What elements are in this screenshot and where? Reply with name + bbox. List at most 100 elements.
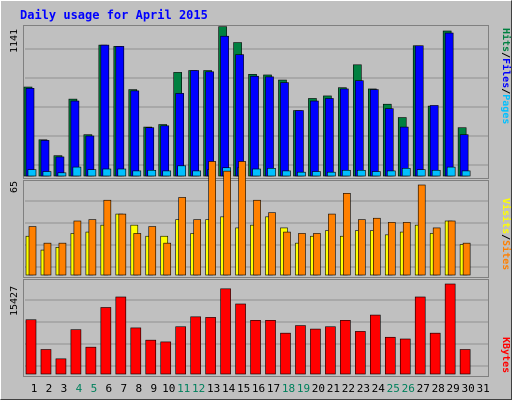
kbytes-bar — [459, 349, 471, 375]
x-axis-day-label: 16 — [252, 382, 265, 395]
sites-bar — [148, 226, 157, 276]
files-bar — [310, 100, 319, 177]
sites-bar — [163, 242, 172, 276]
x-axis-day-label: 3 — [61, 382, 68, 395]
files-bar — [70, 100, 80, 177]
x-axis-day-label: 9 — [150, 382, 157, 395]
visits-panel-max-label: 65 — [9, 181, 20, 193]
sites-bar — [387, 222, 396, 276]
files-bar — [459, 134, 469, 177]
sites-bar — [328, 213, 336, 276]
sites-bar — [462, 242, 471, 276]
x-axis-day-label: 26 — [402, 382, 415, 395]
bars-layer — [23, 26, 488, 375]
kbytes-bar — [115, 296, 127, 375]
kbytes-panel-legend: KBytes — [500, 337, 511, 373]
x-axis-day-label: 21 — [327, 382, 340, 395]
files-bar — [40, 140, 50, 177]
files-bar — [190, 70, 199, 177]
x-axis-day-label: 28 — [432, 382, 445, 395]
files-bar — [100, 44, 110, 177]
kbytes-bar — [70, 329, 82, 375]
sites-bar — [238, 161, 246, 276]
sites-bar — [358, 219, 366, 276]
files-bar — [325, 98, 334, 177]
files-bar — [265, 76, 274, 177]
sites-bar — [133, 233, 142, 276]
sites-bar — [298, 233, 306, 276]
pages-bar — [401, 168, 411, 177]
x-axis-day-label: 31 — [476, 382, 489, 395]
legend-sites-label: Sites — [500, 240, 512, 270]
kbytes-bar — [265, 320, 276, 375]
sites-bar — [43, 242, 52, 276]
files-bar — [25, 88, 35, 177]
pages-bar — [72, 166, 82, 177]
files-bar — [444, 32, 454, 177]
sites-bar — [28, 226, 37, 276]
x-axis-day-label: 4 — [76, 382, 83, 395]
kbytes-bar — [145, 339, 157, 375]
hits-panel-legend: Hits/Files/Pages — [500, 28, 512, 124]
x-axis-day-label: 17 — [267, 382, 280, 395]
files-bar — [205, 71, 214, 177]
legend-separator: / — [500, 88, 511, 94]
x-axis-day-label: 19 — [297, 382, 310, 395]
sites-bar — [178, 197, 186, 276]
kbytes-bar — [235, 303, 246, 375]
legend-pages-label: Pages — [500, 94, 511, 124]
pages-bar — [342, 169, 351, 177]
chart-title: Daily usage for April 2015 — [20, 8, 208, 22]
kbytes-bar — [190, 316, 201, 375]
pages-bar — [372, 171, 381, 177]
kbytes-bar — [25, 319, 37, 375]
pages-bar — [431, 169, 441, 177]
legend-visits-label: Visits — [500, 198, 512, 234]
x-axis-day-label: 12 — [192, 382, 205, 395]
pages-bar — [386, 170, 396, 177]
x-axis-day-label: 30 — [462, 382, 475, 395]
kbytes-bar — [414, 296, 426, 375]
files-bar — [414, 45, 424, 177]
pages-bar — [446, 166, 456, 177]
sites-bar — [268, 212, 276, 276]
x-axis-day-label: 2 — [46, 382, 53, 395]
kbytes-bar — [280, 332, 291, 375]
sites-bar — [73, 220, 82, 276]
sites-bar — [58, 242, 67, 276]
kbytes-bar — [310, 328, 321, 375]
visits-panel-legend: Visits/Sites — [500, 198, 512, 270]
x-axis-day-label: 8 — [135, 382, 142, 395]
sites-bar — [118, 213, 127, 276]
files-bar — [429, 105, 439, 177]
files-bar — [340, 88, 349, 177]
kbytes-bar — [325, 326, 336, 375]
pages-bar — [252, 168, 261, 177]
files-bar — [115, 46, 125, 177]
pages-bar — [312, 171, 321, 177]
x-axis-day-label: 25 — [387, 382, 400, 395]
x-axis-day-label: 23 — [357, 382, 370, 395]
x-axis-day-label: 11 — [177, 382, 190, 395]
files-bar — [160, 125, 170, 177]
files-bar — [175, 93, 184, 177]
pages-bar — [87, 169, 97, 177]
pages-bar — [357, 169, 366, 177]
sites-bar — [343, 193, 351, 276]
pages-bar — [416, 169, 426, 177]
pages-bar — [327, 171, 336, 177]
kbytes-bar — [100, 307, 112, 375]
pages-bar — [147, 169, 157, 177]
sites-bar — [373, 217, 381, 276]
x-axis-day-label: 20 — [312, 382, 325, 395]
kbytes-bar — [444, 283, 456, 375]
x-axis-day-label: 13 — [207, 382, 220, 395]
x-axis-day-label: 18 — [282, 382, 295, 395]
kbytes-bar — [220, 288, 231, 375]
hits-panel-max-label: 1141 — [9, 29, 20, 53]
sites-bar — [402, 222, 411, 276]
sites-bar — [193, 219, 201, 276]
x-axis-day-label: 10 — [162, 382, 175, 395]
kbytes-bar — [250, 320, 261, 375]
